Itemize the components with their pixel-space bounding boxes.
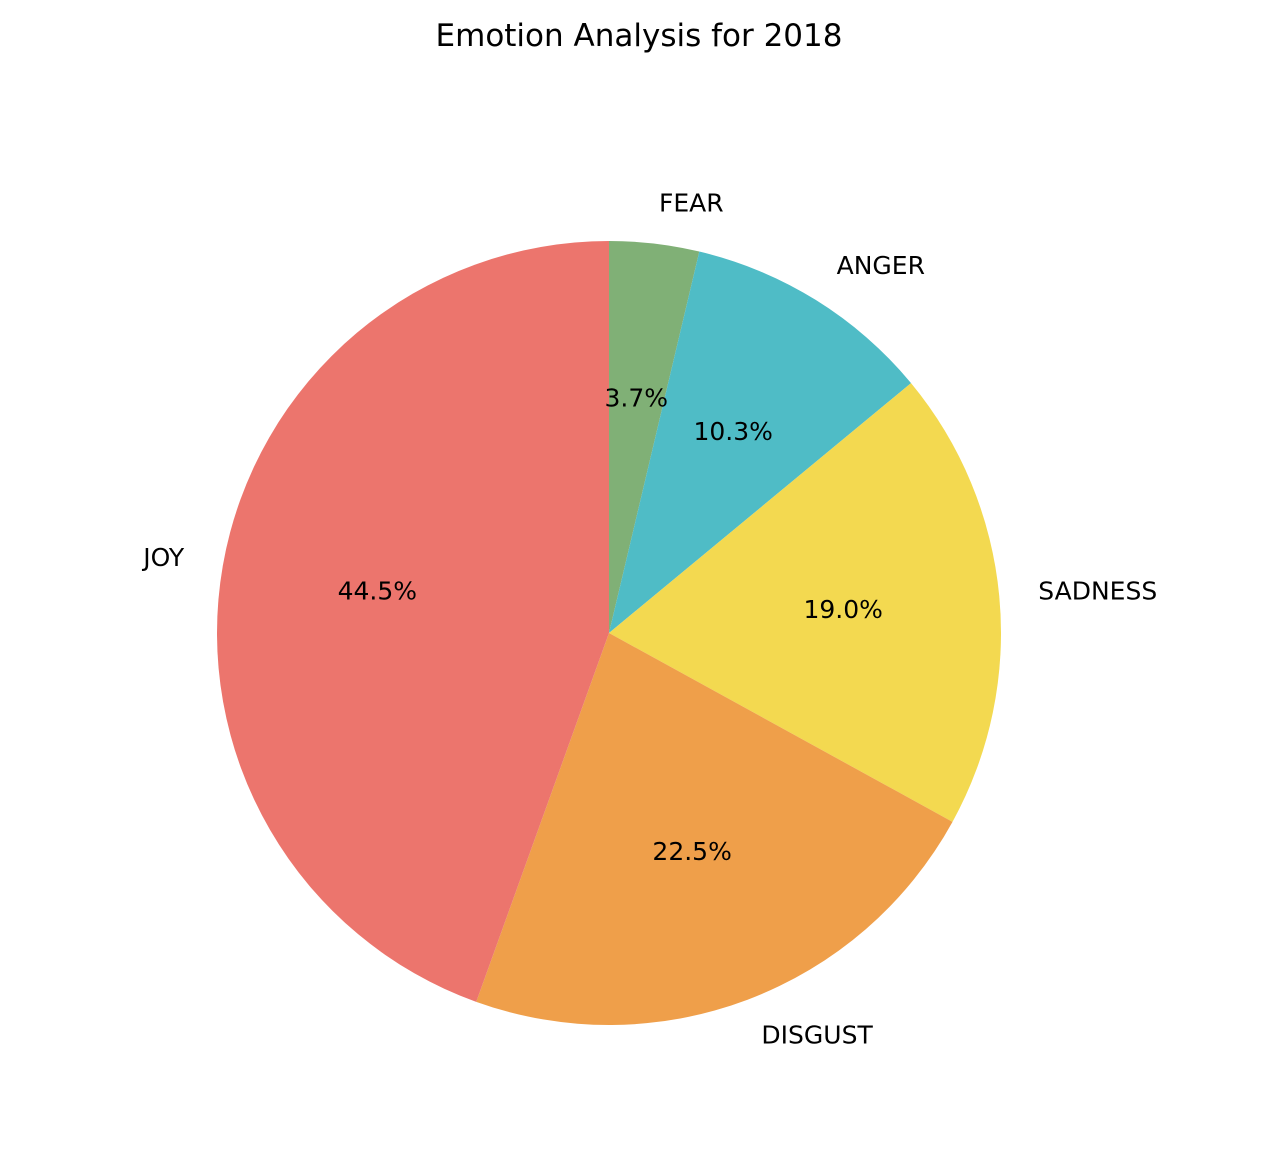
pie-slice-sadness: [609, 383, 1001, 822]
slice-label-joy: JOY: [141, 543, 185, 572]
percent-label-fear: 3.7%: [605, 383, 669, 412]
pie-slice-disgust: [476, 633, 953, 1025]
pie-slice-anger: [609, 251, 912, 633]
percent-label-sadness: 19.0%: [803, 595, 882, 624]
pie-slice-joy: [217, 241, 609, 1002]
pie-slice-fear: [609, 241, 700, 633]
percent-label-joy: 44.5%: [338, 577, 417, 606]
chart-title: Emotion Analysis for 2018: [435, 18, 843, 54]
slice-label-anger: ANGER: [837, 251, 925, 280]
slice-label-fear: FEAR: [659, 189, 724, 218]
percent-label-anger: 10.3%: [693, 417, 772, 446]
slice-label-sadness: SADNESS: [1038, 576, 1157, 605]
slice-label-disgust: DISGUST: [761, 1020, 873, 1049]
percent-label-disgust: 22.5%: [652, 837, 731, 866]
